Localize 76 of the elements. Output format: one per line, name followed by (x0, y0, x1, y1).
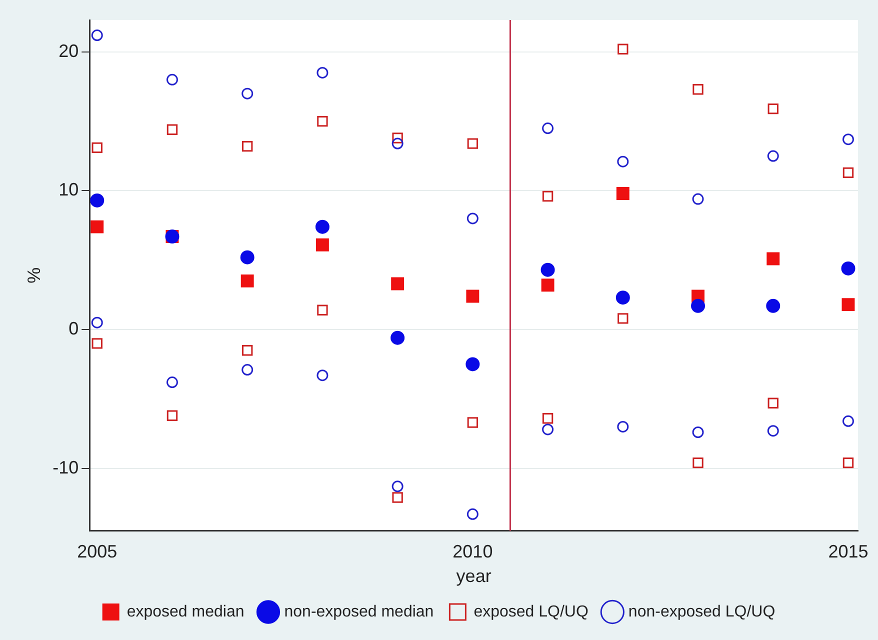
point (842, 298, 855, 312)
point (166, 376, 178, 388)
point (616, 187, 630, 200)
point (391, 277, 404, 290)
point (390, 330, 405, 345)
point (767, 150, 779, 162)
point (316, 370, 328, 382)
point (91, 30, 103, 42)
point (90, 193, 104, 208)
x-axis-title: year (456, 566, 492, 586)
point (466, 290, 480, 303)
point (692, 193, 704, 205)
x-tick-label: 2015 (828, 542, 868, 562)
point (542, 424, 554, 436)
y-tick-label: 0 (68, 318, 79, 338)
point (766, 298, 780, 313)
x-tick-label: 2005 (77, 542, 118, 562)
point (242, 140, 253, 152)
point (616, 290, 630, 305)
point (466, 212, 478, 224)
point (767, 425, 779, 437)
point (316, 66, 328, 78)
legend-label: non-exposed median (284, 603, 434, 620)
point (467, 138, 478, 149)
point (841, 261, 856, 276)
point (242, 364, 254, 376)
point (692, 457, 704, 468)
point (166, 74, 178, 86)
point (542, 122, 554, 134)
y-axis-title: % (24, 267, 44, 284)
point (618, 44, 628, 54)
point (90, 220, 104, 234)
point (768, 398, 778, 408)
point (542, 190, 554, 202)
point (842, 415, 854, 427)
point (240, 250, 254, 264)
point (316, 238, 329, 252)
point (467, 417, 478, 428)
point (466, 357, 480, 372)
point (540, 262, 555, 277)
point (541, 278, 554, 292)
point (392, 138, 404, 150)
point (317, 116, 328, 127)
point (842, 457, 854, 468)
y-tick-label: 20 (58, 40, 79, 61)
point (617, 420, 629, 432)
point (92, 338, 102, 349)
y-tick-label: -10 (52, 457, 79, 478)
point (692, 84, 704, 95)
point (466, 508, 478, 520)
point (240, 274, 254, 288)
point (618, 313, 628, 324)
point (392, 480, 404, 492)
point (242, 88, 254, 100)
point (392, 132, 403, 144)
point (315, 220, 330, 234)
point (166, 124, 178, 135)
legend-label: exposed LQ/UQ (474, 603, 588, 620)
point (542, 413, 554, 424)
point (92, 142, 102, 154)
point (617, 156, 629, 168)
point (768, 103, 778, 114)
x-tick-label: 2010 (452, 542, 493, 562)
legend-label: non-exposed LQ/UQ (628, 603, 776, 620)
point (692, 426, 704, 438)
point (766, 252, 780, 266)
point (166, 410, 178, 421)
point (317, 304, 328, 316)
point (842, 167, 854, 178)
y-tick-label: 10 (58, 180, 79, 200)
point (392, 492, 403, 503)
point (842, 134, 854, 146)
point (691, 298, 706, 313)
point (242, 345, 253, 356)
legend-label: exposed median (126, 603, 244, 620)
point (91, 316, 103, 328)
